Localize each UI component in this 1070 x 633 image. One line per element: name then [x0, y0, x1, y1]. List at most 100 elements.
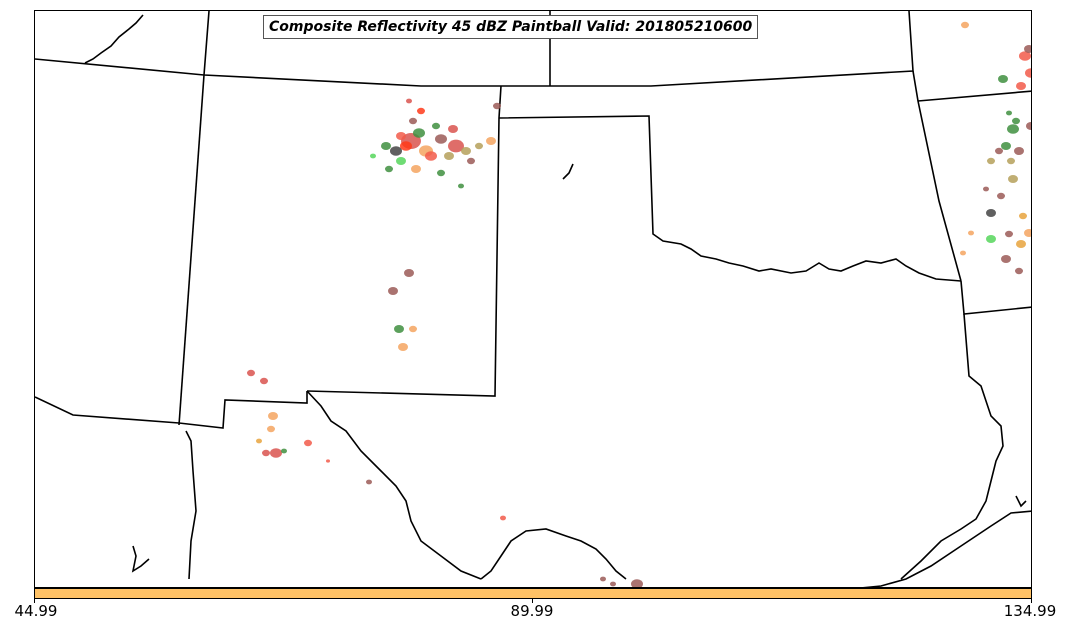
storm-cell: [493, 102, 501, 110]
storm-cell: [1025, 68, 1031, 78]
lake-mx: [131, 545, 150, 573]
border-ks-east: [912, 70, 962, 282]
border-rio-grande: [306, 390, 482, 580]
storm-cell: [458, 183, 464, 189]
storm-cell: [267, 425, 275, 433]
storm-cell: [467, 157, 475, 165]
border-ok: [498, 115, 962, 282]
map-canvas: [35, 11, 1031, 587]
storm-cell: [435, 134, 447, 144]
border-az-south: [35, 396, 180, 424]
storm-cell: [394, 325, 404, 333]
storm-cell: [986, 235, 996, 243]
lake-ok: [562, 163, 574, 180]
storm-cell: [987, 157, 995, 165]
storm-cell: [1007, 157, 1015, 165]
storm-cell: [486, 137, 496, 145]
storm-cell: [448, 125, 458, 133]
storm-cell: [986, 209, 996, 217]
storm-cell: [1006, 110, 1012, 116]
storm-cell: [304, 439, 312, 447]
storm-cell: [1014, 147, 1024, 155]
storm-cell: [381, 142, 391, 150]
storm-cell: [406, 98, 412, 104]
storm-cell: [960, 250, 966, 256]
storm-cell: [409, 117, 417, 125]
storm-cell: [370, 153, 376, 159]
map-title: Composite Reflectivity 45 dBZ Paintball …: [263, 15, 759, 39]
storm-cell: [1016, 82, 1026, 90]
state-borders: [35, 11, 1031, 587]
storm-cell: [400, 141, 412, 151]
storm-cell: [437, 169, 445, 177]
storm-cell: [1012, 117, 1020, 125]
storm-cell: [600, 576, 606, 582]
colorbar-tick: [34, 599, 35, 603]
storm-cell: [404, 269, 414, 277]
storm-cell: [1001, 142, 1011, 150]
storm-cell: [448, 139, 464, 153]
colorbar-tick: [532, 599, 533, 603]
storm-cell: [388, 287, 398, 295]
storm-cell: [270, 448, 282, 458]
storm-cell: [1024, 45, 1031, 53]
storm-cell: [610, 581, 616, 587]
border-mo-south: [917, 90, 1031, 102]
storm-cell: [425, 151, 437, 161]
border-ar-la: [960, 280, 1031, 315]
storm-cell: [417, 107, 425, 115]
storm-cell: [1026, 122, 1031, 130]
colorbar-tick-label: 89.99: [510, 602, 554, 620]
border-co-west: [203, 11, 210, 76]
colorbar: [34, 588, 1032, 599]
storm-cell: [1024, 229, 1031, 237]
lake-utah: [84, 14, 144, 64]
storm-cell: [444, 152, 454, 160]
border-north-west: [35, 58, 501, 87]
colorbar-tick: [1031, 599, 1032, 603]
storm-cell: [411, 165, 421, 173]
storm-cell: [1019, 212, 1027, 220]
storm-cell: [281, 448, 287, 454]
colorbar-tick-label: 44.99: [14, 602, 58, 620]
storm-cell: [475, 142, 483, 150]
border-north-east: [501, 11, 914, 87]
colorbar-tick-label: 134.99: [1003, 602, 1057, 620]
storm-cell: [409, 325, 417, 333]
border-nm-south: [178, 391, 308, 429]
storm-cell: [262, 449, 270, 457]
storm-cell: [413, 128, 425, 138]
storm-cell: [260, 377, 268, 385]
storm-cell: [998, 75, 1008, 83]
storm-cell: [983, 186, 989, 192]
storm-cell: [631, 579, 643, 587]
storm-cell: [385, 165, 393, 173]
storm-cell: [1016, 240, 1026, 248]
storm-cell: [500, 515, 506, 521]
storm-cell: [256, 438, 262, 444]
storm-cell: [1008, 175, 1018, 183]
gulf-coast: [862, 510, 1031, 587]
storm-cell: [1001, 255, 1011, 263]
storm-cell: [1007, 124, 1019, 134]
storm-cell: [432, 122, 440, 130]
storm-cell: [968, 230, 974, 236]
lake-tx-coast: [1015, 495, 1027, 508]
border-nm-west: [178, 74, 205, 426]
border-nm-east: [306, 85, 502, 397]
storm-cell: [396, 132, 406, 140]
storm-cell: [995, 147, 1003, 155]
storm-cell: [1019, 51, 1031, 61]
border-rio-grande-lower: [480, 528, 627, 580]
map-panel: [34, 10, 1032, 588]
storm-cell: [961, 21, 969, 29]
storm-cell: [247, 369, 255, 377]
border-mexico-west: [185, 430, 197, 580]
storm-cells: [247, 21, 1031, 587]
storm-cell: [366, 479, 372, 485]
storm-cell: [390, 146, 402, 156]
storm-cell: [997, 192, 1005, 200]
storm-cell: [396, 157, 406, 165]
storm-cell: [461, 147, 471, 155]
storm-cell: [326, 459, 330, 463]
